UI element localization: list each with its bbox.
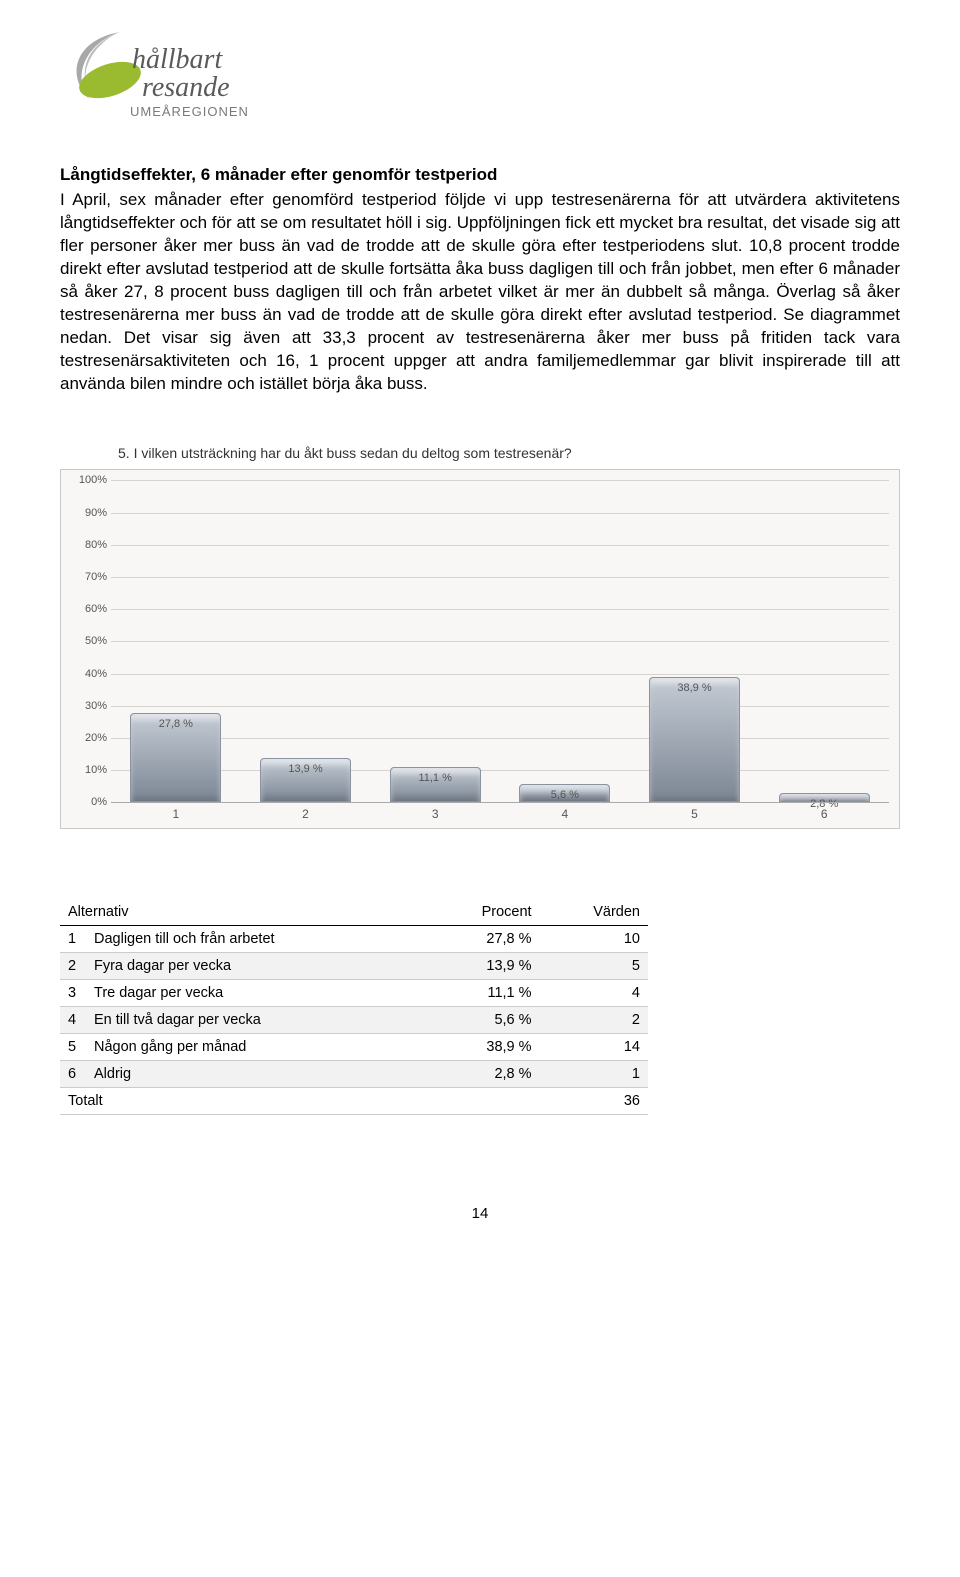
row-pct: 27,8 % xyxy=(426,926,540,953)
y-axis-label: 90% xyxy=(67,507,107,519)
row-id: 5 xyxy=(60,1034,86,1061)
th-procent: Procent xyxy=(426,899,540,926)
section-heading: Långtidseffekter, 6 månader efter genomf… xyxy=(60,165,900,185)
row-id: 6 xyxy=(60,1061,86,1088)
bar-slot: 27,8 % xyxy=(111,480,241,802)
row-id: 4 xyxy=(60,1007,86,1034)
logo-svg: hållbart resande UMEÅREGIONEN xyxy=(60,20,260,130)
y-axis-label: 70% xyxy=(67,571,107,583)
bar-slot: 11,1 % xyxy=(370,480,500,802)
logo-text-2: resande xyxy=(142,72,230,103)
y-axis-label: 0% xyxy=(67,796,107,808)
x-axis-label: 3 xyxy=(370,803,500,821)
row-label: Aldrig xyxy=(86,1061,426,1088)
y-axis-label: 60% xyxy=(67,603,107,615)
chart-area: 27,8 %13,9 %11,1 %5,6 %38,9 %2,8 % 12345… xyxy=(60,469,900,829)
table-row: 1Dagligen till och från arbetet27,8 %10 xyxy=(60,926,648,953)
row-pct: 13,9 % xyxy=(426,953,540,980)
bar-slot: 38,9 % xyxy=(630,480,760,802)
y-axis-label: 30% xyxy=(67,700,107,712)
row-val: 2 xyxy=(540,1007,648,1034)
data-table: Alternativ Procent Värden 1Dagligen till… xyxy=(60,899,648,1115)
table-row: 5Någon gång per månad38,9 %14 xyxy=(60,1034,648,1061)
bar: 38,9 % xyxy=(649,677,740,802)
row-label: En till två dagar per vecka xyxy=(86,1007,426,1034)
row-val: 1 xyxy=(540,1061,648,1088)
th-alternativ: Alternativ xyxy=(60,899,426,926)
y-axis-label: 100% xyxy=(67,474,107,486)
bar-value-label: 13,9 % xyxy=(288,763,322,775)
th-varden: Värden xyxy=(540,899,648,926)
table-total-row: Totalt 36 xyxy=(60,1088,648,1115)
bar-value-label: 11,1 % xyxy=(418,772,451,784)
x-axis-label: 5 xyxy=(630,803,760,821)
table-row: 3Tre dagar per vecka11,1 %4 xyxy=(60,980,648,1007)
bar: 13,9 % xyxy=(260,758,351,803)
bar-slot: 2,8 % xyxy=(759,480,889,802)
row-id: 1 xyxy=(60,926,86,953)
bar-slot: 5,6 % xyxy=(500,480,630,802)
x-axis-label: 6 xyxy=(759,803,889,821)
table-row: 4En till två dagar per vecka5,6 %2 xyxy=(60,1007,648,1034)
y-axis-label: 20% xyxy=(67,732,107,744)
y-axis-label: 80% xyxy=(67,539,107,551)
total-label: Totalt xyxy=(60,1088,426,1115)
y-axis-label: 50% xyxy=(67,635,107,647)
bar-value-label: 38,9 % xyxy=(677,682,711,694)
table-header-row: Alternativ Procent Värden xyxy=(60,899,648,926)
bar-value-label: 5,6 % xyxy=(551,789,579,801)
row-label: Fyra dagar per vecka xyxy=(86,953,426,980)
row-val: 4 xyxy=(540,980,648,1007)
y-axis-label: 10% xyxy=(67,764,107,776)
table-row: 2Fyra dagar per vecka13,9 %5 xyxy=(60,953,648,980)
row-pct: 2,8 % xyxy=(426,1061,540,1088)
logo: hållbart resande UMEÅREGIONEN xyxy=(60,20,900,135)
logo-text-1: hållbart xyxy=(132,44,223,75)
bar: 11,1 % xyxy=(390,767,481,803)
total-value: 36 xyxy=(540,1088,648,1115)
row-id: 2 xyxy=(60,953,86,980)
chart-title: 5. I vilken utsträckning har du åkt buss… xyxy=(60,445,900,461)
row-val: 5 xyxy=(540,953,648,980)
page-number: 14 xyxy=(60,1205,900,1222)
x-axis-label: 2 xyxy=(241,803,371,821)
x-axis-label: 1 xyxy=(111,803,241,821)
y-axis-label: 40% xyxy=(67,668,107,680)
bar-value-label: 27,8 % xyxy=(159,718,193,730)
row-id: 3 xyxy=(60,980,86,1007)
row-pct: 5,6 % xyxy=(426,1007,540,1034)
row-val: 14 xyxy=(540,1034,648,1061)
row-pct: 11,1 % xyxy=(426,980,540,1007)
table-row: 6Aldrig2,8 %1 xyxy=(60,1061,648,1088)
bar-slot: 13,9 % xyxy=(241,480,371,802)
row-pct: 38,9 % xyxy=(426,1034,540,1061)
bar: 2,8 % xyxy=(779,793,870,802)
row-label: Dagligen till och från arbetet xyxy=(86,926,426,953)
body-paragraph: I April, sex månader efter genomförd tes… xyxy=(60,189,900,395)
x-axis-label: 4 xyxy=(500,803,630,821)
bar-chart: 5. I vilken utsträckning har du åkt buss… xyxy=(60,445,900,829)
row-label: Någon gång per månad xyxy=(86,1034,426,1061)
logo-text-3: UMEÅREGIONEN xyxy=(130,104,249,119)
row-label: Tre dagar per vecka xyxy=(86,980,426,1007)
row-val: 10 xyxy=(540,926,648,953)
bar: 27,8 % xyxy=(130,713,221,803)
bar: 5,6 % xyxy=(519,784,610,802)
